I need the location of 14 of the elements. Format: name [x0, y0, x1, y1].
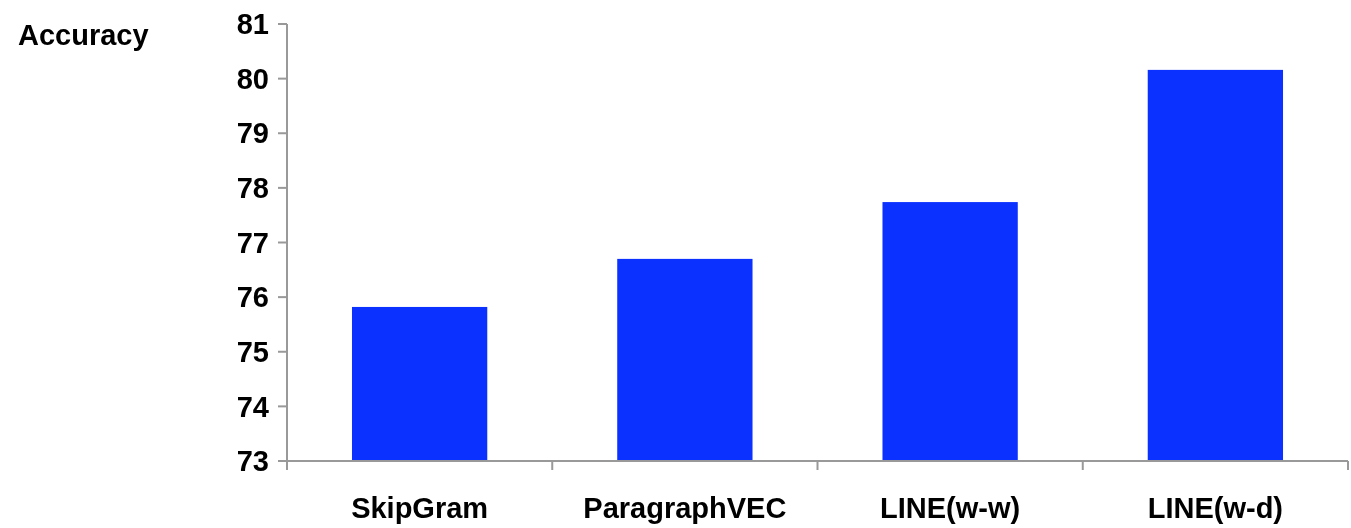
y-tick-label: 78 — [236, 172, 269, 205]
x-tick-label: ParagraphVEC — [583, 492, 787, 524]
y-tick-label: 79 — [236, 117, 269, 150]
y-tick-label: 76 — [236, 281, 269, 314]
y-tick-label: 80 — [236, 62, 269, 95]
x-tick-label: SkipGram — [351, 492, 489, 524]
y-axis-title: Accuracy — [18, 19, 149, 52]
y-tick-label: 74 — [236, 390, 269, 423]
y-tick-label: 81 — [236, 8, 269, 41]
y-tick-label: 75 — [236, 335, 269, 368]
x-tick-label: LINE(w-d) — [1147, 492, 1284, 524]
y-tick-label: 77 — [236, 226, 269, 259]
y-tick-label: 73 — [236, 445, 269, 478]
x-tick-label: LINE(w-w) — [880, 492, 1021, 524]
